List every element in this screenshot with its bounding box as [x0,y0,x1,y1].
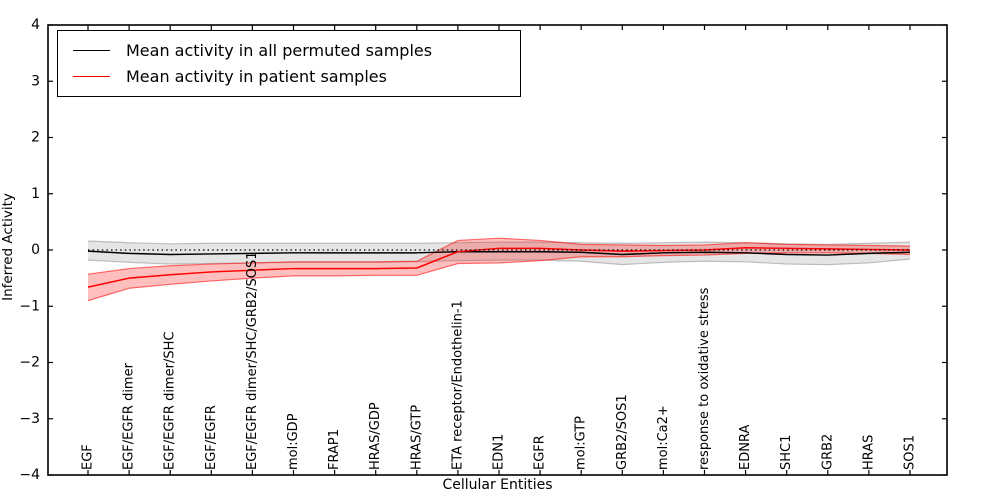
x-tick-label: GRB2 [820,434,835,470]
y-tick-label: −4 [19,467,40,483]
legend-item-patient: Mean activity in patient samples [73,67,520,86]
plot-border [47,24,948,476]
x-tick-label: HRAS/GTP [409,405,424,470]
x-tick-label: mol:GDP [286,413,301,470]
x-tick-label: EGF/EGFR dimer [122,362,137,470]
x-tick-label: EGF [81,444,96,470]
x-axis-label: Cellular Entities [442,477,553,493]
legend-label: Mean activity in patient samples [126,66,387,86]
x-tick-label: EGFR [533,435,548,470]
x-tick-label: GRB2/SOS1 [615,394,630,470]
legend-item-permuted: Mean activity in all permuted samples [73,41,520,60]
permuted-mean-line [87,250,911,256]
x-tick-label: EDNRA [738,425,753,470]
y-tick-label: −1 [19,298,40,314]
y-tick-label: −3 [19,411,40,427]
y-axis-label: Inferred Activity [0,193,16,301]
x-tick-label: EDN1 [492,434,507,470]
patient-confidence-band [88,238,910,301]
x-tick-label: EGF/EGFR dimer/SHC/GRB2/SOS1 [245,252,260,471]
legend: Mean activity in all permuted samples Me… [57,30,521,97]
patient-mean-line [87,247,911,288]
x-tick-label: SOS1 [903,435,918,470]
patient-line-swatch [73,75,110,77]
x-tick-label: EGF/EGFR [204,405,219,470]
x-tick-label: SHC1 [779,435,794,470]
x-tick-label: ETA receptor/Endothelin-1 [450,300,465,470]
y-tick-label: 0 [31,242,40,258]
x-tick-label: mol:Ca2+ [656,405,671,470]
patient-band-edge [87,237,911,275]
legend-label: Mean activity in all permuted samples [126,41,433,61]
x-tick-label: FRAP1 [327,429,342,470]
x-tick-label: HRAS [861,435,876,470]
y-tick-label: 4 [31,17,40,33]
y-tick-label: 3 [31,73,40,89]
permuted-line-swatch [73,50,110,52]
x-tick-label: HRAS/GDP [368,402,383,470]
y-tick-label: 2 [31,130,40,146]
y-tick-label: −2 [19,355,40,371]
x-tick-label: response to oxidative stress [697,287,712,470]
y-tick-label: 1 [31,186,40,202]
x-tick-label: mol:GTP [574,416,589,470]
permuted-confidence-band [88,241,910,265]
x-tick-label: EGF/EGFR dimer/SHC [163,332,178,470]
patient-band-edge [87,252,911,302]
